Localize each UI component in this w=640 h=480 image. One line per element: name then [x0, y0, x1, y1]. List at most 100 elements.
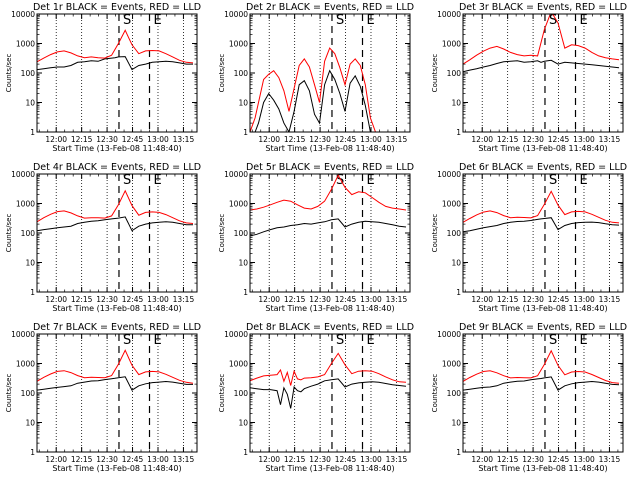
panel-title: Det 7r BLACK = Events, RED = LLD [33, 322, 201, 333]
series-line-events [463, 59, 620, 73]
x-axis-label: Start Time (13-Feb-08 11:48:40) [478, 304, 607, 313]
start-marker-label: S [549, 333, 557, 348]
x-axis-label: Start Time (13-Feb-08 11:48:40) [265, 144, 394, 153]
x-tick-label: 13:00 [360, 135, 382, 144]
series-line-events [37, 376, 193, 391]
start-marker-label: S [549, 173, 557, 188]
x-tick-label: 13:00 [147, 455, 169, 464]
x-tick-label: 12:30 [522, 295, 544, 304]
series-line-events [250, 69, 406, 132]
y-tick-label: 100 [234, 389, 249, 398]
y-tick-label: 10 [238, 99, 248, 108]
end-marker-label: E [154, 333, 162, 348]
x-tick-label: 12:45 [548, 295, 570, 304]
y-tick-label: 100 [21, 229, 36, 238]
y-tick-label: 1 [243, 448, 248, 457]
x-tick-label: 12:30 [522, 455, 544, 464]
x-tick-label: 13:15 [173, 295, 195, 304]
series-line-events [250, 378, 407, 409]
y-axis-label: Counts/sec [431, 374, 439, 413]
y-tick-label: 1 [30, 288, 35, 297]
x-tick-label: 13:15 [599, 295, 621, 304]
x-tick-label: 12:00 [471, 135, 493, 144]
y-axis-label: Counts/sec [218, 214, 226, 253]
x-tick-label: 12:45 [335, 295, 357, 304]
panel-frame [36, 333, 198, 453]
series-line-lld [37, 349, 194, 384]
x-tick-label: 13:00 [360, 295, 382, 304]
x-tick-label: 13:15 [599, 455, 621, 464]
x-tick-label: 12:15 [71, 455, 93, 464]
panel-frame [36, 13, 198, 133]
y-axis-label: Counts/sec [5, 214, 13, 253]
y-tick-label: 1000 [442, 200, 461, 209]
start-marker-label: S [123, 333, 131, 348]
end-marker-label: E [154, 173, 162, 188]
x-tick-label: 12:30 [96, 455, 118, 464]
series-line-events [250, 218, 407, 237]
y-tick-label: 10000 [224, 170, 248, 179]
x-tick-label: 13:15 [386, 135, 408, 144]
end-marker-label: E [580, 13, 588, 28]
x-tick-label: 12:15 [284, 295, 306, 304]
series-line-events [463, 217, 620, 233]
end-marker-label: E [580, 173, 588, 188]
x-axis-label: Start Time (13-Feb-08 11:48:40) [265, 304, 394, 313]
y-tick-label: 10 [25, 259, 35, 268]
y-axis-label: Counts/sec [218, 374, 226, 413]
x-axis-label: Start Time (13-Feb-08 11:48:40) [265, 464, 394, 473]
x-tick-label: 12:00 [471, 455, 493, 464]
x-tick-label: 12:15 [497, 455, 519, 464]
y-tick-label: 10000 [437, 170, 461, 179]
y-tick-label: 10000 [11, 170, 35, 179]
x-tick-label: 12:15 [71, 295, 93, 304]
y-tick-label: 10 [238, 419, 248, 428]
series-line-events [37, 216, 193, 232]
y-tick-label: 1000 [229, 360, 248, 369]
x-tick-label: 12:30 [309, 135, 331, 144]
y-tick-label: 100 [21, 69, 36, 78]
y-tick-label: 10 [451, 99, 461, 108]
start-marker-label: S [123, 13, 131, 28]
series-line-lld [37, 189, 194, 224]
panel-title: Det 8r BLACK = Events, RED = LLD [246, 322, 414, 333]
panel-frame [249, 333, 411, 453]
y-tick-label: 1000 [442, 40, 461, 49]
y-tick-label: 10000 [11, 330, 35, 339]
y-tick-label: 10 [451, 259, 461, 268]
series-line-lld [250, 47, 406, 132]
x-tick-label: 13:00 [573, 295, 595, 304]
x-tick-label: 13:00 [573, 455, 595, 464]
y-tick-label: 1 [30, 128, 35, 137]
x-tick-label: 12:15 [284, 455, 306, 464]
x-tick-label: 12:00 [258, 295, 280, 304]
series-line-events [37, 56, 193, 71]
series-line-lld [250, 174, 407, 211]
start-marker-label: S [123, 173, 131, 188]
y-tick-label: 10000 [224, 330, 248, 339]
x-tick-label: 12:45 [335, 455, 357, 464]
panel-title: Det 6r BLACK = Events, RED = LLD [459, 162, 627, 173]
x-tick-label: 13:15 [386, 295, 408, 304]
y-tick-label: 100 [447, 389, 462, 398]
x-tick-label: 13:15 [386, 455, 408, 464]
y-tick-label: 10000 [437, 330, 461, 339]
y-tick-label: 100 [447, 69, 462, 78]
y-tick-label: 10000 [437, 10, 461, 19]
panel-frame [249, 13, 411, 133]
y-tick-label: 1000 [229, 200, 248, 209]
end-marker-label: E [580, 333, 588, 348]
x-tick-label: 12:30 [96, 295, 118, 304]
y-axis-label: Counts/sec [218, 54, 226, 93]
y-tick-label: 100 [234, 69, 249, 78]
x-tick-label: 12:00 [45, 135, 67, 144]
y-tick-label: 1000 [16, 200, 35, 209]
